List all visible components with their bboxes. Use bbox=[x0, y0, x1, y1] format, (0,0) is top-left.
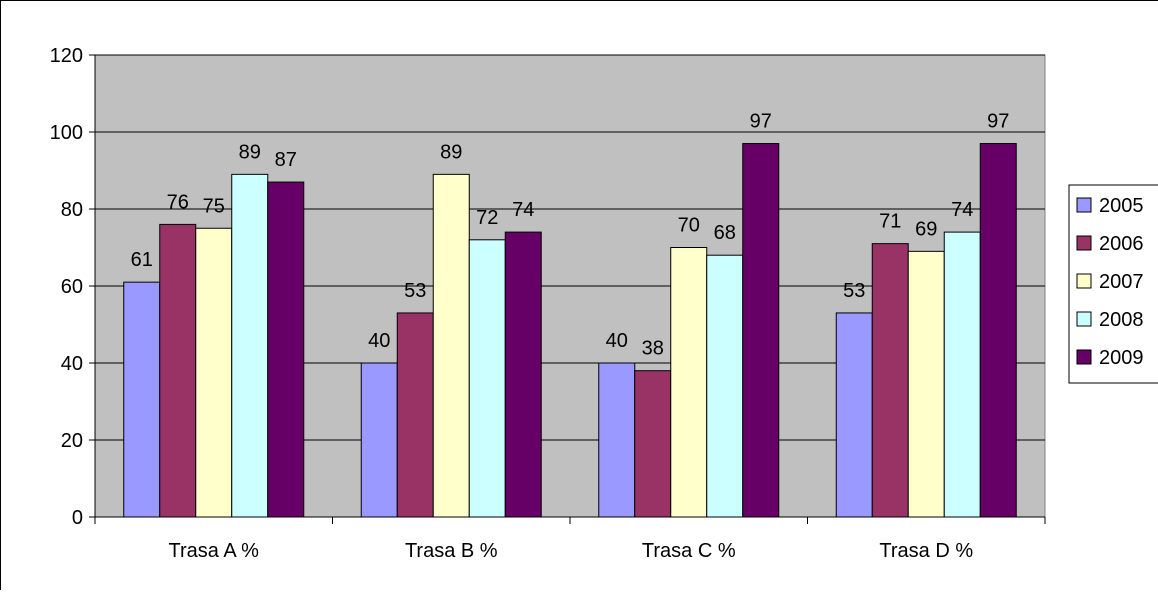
data-label: 70 bbox=[678, 215, 700, 237]
data-label: 40 bbox=[368, 330, 390, 352]
data-label: 53 bbox=[843, 280, 865, 302]
bar-2005 bbox=[360, 362, 398, 518]
y-tick-label: 60 bbox=[61, 276, 83, 298]
bar-2008 bbox=[706, 254, 744, 518]
y-tick-label: 40 bbox=[61, 353, 83, 375]
data-label: 97 bbox=[987, 111, 1009, 133]
bars bbox=[123, 143, 1017, 518]
data-label: 74 bbox=[951, 199, 973, 221]
x-category-label: Trasa B % bbox=[405, 540, 498, 562]
axes: 0 20 40 60 80 100 120 Trasa A % Trasa B % Trasa C… bbox=[50, 45, 1046, 562]
data-label: 87 bbox=[275, 149, 297, 171]
legend-swatch-2009 bbox=[1076, 349, 1092, 365]
x-category-label: Trasa C % bbox=[642, 540, 736, 562]
bar-2007 bbox=[670, 247, 708, 518]
bar-2009 bbox=[267, 181, 305, 518]
bar-2005 bbox=[835, 312, 873, 518]
x-category-label: Trasa A % bbox=[169, 540, 260, 562]
y-tick-label: 120 bbox=[50, 45, 83, 67]
bar-2007 bbox=[432, 173, 470, 518]
bar-2005 bbox=[598, 362, 636, 518]
bar-2009 bbox=[504, 231, 542, 518]
data-label: 40 bbox=[606, 330, 628, 352]
data-label: 71 bbox=[879, 211, 901, 233]
bar-2005 bbox=[123, 281, 161, 518]
legend-swatch-2005 bbox=[1076, 197, 1092, 213]
bar-2007 bbox=[195, 227, 233, 518]
y-tick-label: 100 bbox=[50, 122, 83, 144]
legend-swatch-2006 bbox=[1076, 235, 1092, 251]
bar-2006 bbox=[159, 223, 197, 518]
x-category-label: Trasa D % bbox=[879, 540, 973, 562]
bar-2008 bbox=[231, 173, 269, 518]
bar-2009 bbox=[742, 143, 780, 518]
data-label: 38 bbox=[642, 338, 664, 360]
legend-swatch-2008 bbox=[1076, 311, 1092, 327]
legend: 2005 2006 2007 2008 2009 bbox=[1068, 184, 1158, 384]
bar-2007 bbox=[907, 250, 945, 518]
bar-2008 bbox=[468, 239, 506, 518]
bar-2008 bbox=[943, 231, 981, 518]
data-label: 61 bbox=[131, 249, 153, 271]
data-label: 53 bbox=[404, 280, 426, 302]
legend-label: 2006 bbox=[1099, 233, 1144, 255]
data-labels: 61 76 75 89 87 40 53 89 72 74 40 38 70 68 97 53 71 69 74 97 bbox=[131, 111, 1010, 360]
data-label: 76 bbox=[167, 191, 189, 213]
data-label: 97 bbox=[750, 111, 772, 133]
bar-2006 bbox=[396, 312, 434, 518]
legend-label: 2009 bbox=[1099, 347, 1144, 369]
bar-2006 bbox=[871, 243, 909, 518]
legend-swatch-2007 bbox=[1076, 273, 1092, 289]
data-label: 68 bbox=[714, 222, 736, 244]
data-label: 69 bbox=[915, 218, 937, 240]
data-label: 89 bbox=[239, 141, 261, 163]
data-label: 75 bbox=[203, 195, 225, 217]
y-tick-label: 0 bbox=[72, 507, 83, 529]
bar-2006 bbox=[634, 370, 672, 518]
data-label: 89 bbox=[440, 141, 462, 163]
legend-label: 2007 bbox=[1099, 271, 1144, 293]
y-tick-label: 80 bbox=[61, 199, 83, 221]
data-label: 74 bbox=[512, 199, 534, 221]
legend-label: 2008 bbox=[1099, 309, 1144, 331]
legend-label: 2005 bbox=[1099, 195, 1144, 217]
data-label: 72 bbox=[476, 207, 498, 229]
y-tick-label: 20 bbox=[61, 430, 83, 452]
bar-2009 bbox=[979, 143, 1017, 518]
